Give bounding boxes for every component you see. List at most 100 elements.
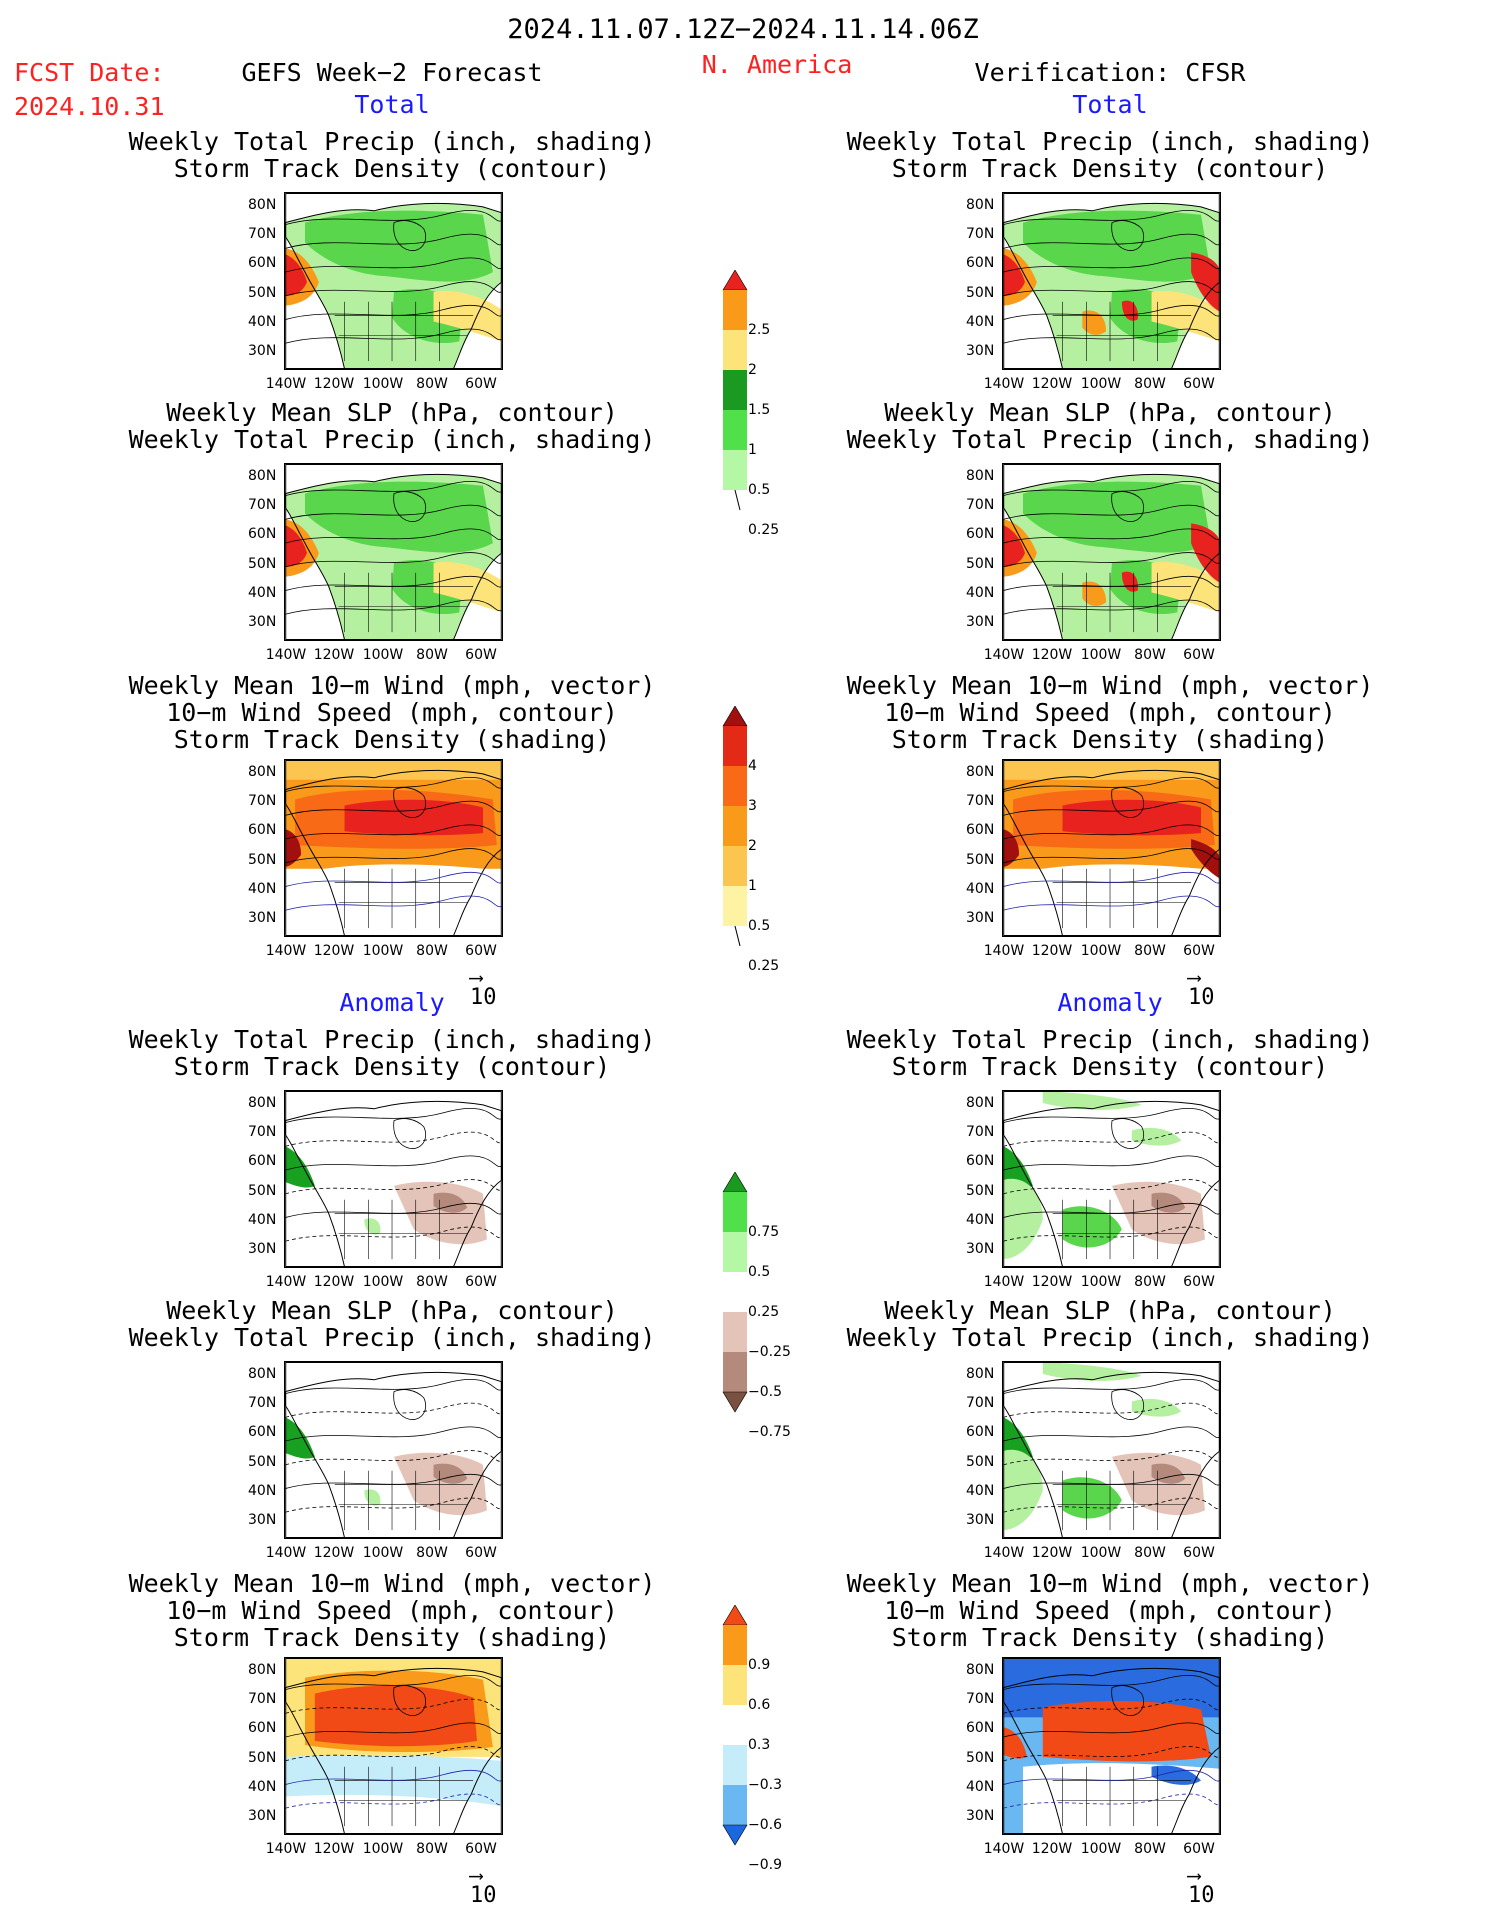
lon-tick-label: 140W [265,647,307,663]
map-plot [284,759,503,937]
panel-title-line: 10−m Wind Speed (mph, contour) [166,698,618,727]
panel-title-line: Weekly Mean SLP (hPa, contour) [884,398,1336,427]
lon-tick-label: 80W [416,1274,448,1290]
lat-tick-label: 30N [966,1241,995,1257]
map-panel [1002,759,1221,937]
lat-tick-label: 60N [248,822,277,838]
lat-tick-label: 40N [248,1779,277,1795]
panel-title-line: Storm Track Density (shading) [173,725,611,754]
map-panel [284,192,503,370]
map-plot [284,1361,503,1539]
lat-tick-label: 40N [966,881,995,897]
lat-tick-label: 80N [248,764,277,780]
lon-tick-label: 140W [983,647,1025,663]
verification-title: Verification: CFSR [974,58,1246,87]
lon-tick-label: 120W [313,376,355,392]
panel-title: Weekly Mean SLP (hPa, contour) Weekly Tot… [129,399,656,453]
lat-tick-label: 40N [248,881,277,897]
colorbar [722,1604,748,1846]
panel-title-line: Weekly Total Precip (inch, shading) [846,1323,1374,1352]
lat-tick-label: 30N [248,1512,277,1528]
lon-tick-label: 100W [362,1274,404,1290]
panel-title-line: Weekly Mean 10−m Wind (mph, vector) [846,671,1374,700]
lon-tick-label: 140W [265,1545,307,1561]
vector-scale-value: 10 [1188,1883,1215,1908]
colorbar-label: 0.5 [748,482,771,498]
lat-tick-label: 30N [966,1512,995,1528]
map-plot [284,463,503,641]
lon-tick-label: 120W [1031,1545,1073,1561]
panel-title-line: Storm Track Density (contour) [891,1052,1329,1081]
lat-tick-label: 50N [966,1183,995,1199]
lat-tick-label: 70N [966,1124,995,1140]
lon-tick-label: 100W [1080,1274,1122,1290]
colorbar-container [722,1604,748,1929]
lon-tick-label: 60W [1183,1841,1215,1857]
colorbar-container [722,705,748,990]
lon-tick-label: 120W [1031,376,1073,392]
colorbar-label: 3 [748,798,757,814]
vector-scale-arrow: ⟶ [470,1863,483,1887]
lat-tick-label: 80N [248,1095,277,1111]
lon-tick-label: 140W [265,943,307,959]
lat-tick-label: 60N [248,255,277,271]
panel-title: Weekly Total Precip (inch, shading) Storm… [847,1026,1374,1080]
lat-tick-label: 70N [248,1395,277,1411]
forecast-title: GEFS Week−2 Forecast [241,58,543,87]
map-plot [1002,1657,1221,1835]
panel-title-line: Weekly Total Precip (inch, shading) [128,127,656,156]
lon-tick-label: 120W [313,647,355,663]
lat-tick-label: 80N [966,1095,995,1111]
lat-tick-label: 80N [248,1662,277,1678]
map-plot [1002,1090,1221,1268]
lon-tick-label: 60W [1183,376,1215,392]
lat-tick-label: 40N [966,314,995,330]
lat-tick-label: 70N [966,226,995,242]
panel-title-line: Weekly Total Precip (inch, shading) [846,1025,1374,1054]
map-panel [1002,192,1221,370]
lon-tick-label: 80W [1134,943,1166,959]
lat-tick-label: 60N [248,526,277,542]
colorbar-label: 1 [748,442,757,458]
lat-tick-label: 60N [966,822,995,838]
lat-tick-label: 60N [966,526,995,542]
lon-tick-label: 140W [983,1545,1025,1561]
colorbar-label: 0.9 [748,1657,771,1673]
vector-scale-arrow: ⟶ [1188,965,1201,989]
lon-tick-label: 60W [1183,943,1215,959]
lat-tick-label: 60N [966,1720,995,1736]
lat-tick-label: 70N [966,793,995,809]
lat-tick-label: 30N [248,1808,277,1824]
vector-scale-arrow: ⟶ [470,965,483,989]
lon-tick-label: 80W [416,647,448,663]
lat-tick-label: 80N [966,197,995,213]
map-plot [1002,463,1221,641]
panel-title-line: 10−m Wind Speed (mph, contour) [884,698,1336,727]
lon-tick-label: 100W [362,647,404,663]
lon-tick-label: 60W [465,647,497,663]
lat-tick-label: 30N [966,343,995,359]
panel-title: Weekly Mean 10−m Wind (mph, vector) 10−m … [129,672,656,753]
map-panel [284,1090,503,1268]
colorbar-label: 1.5 [748,402,771,418]
lat-tick-label: 40N [966,1483,995,1499]
panel-title: Weekly Mean SLP (hPa, contour) Weekly Tot… [847,399,1374,453]
colorbar-container [722,1171,748,1496]
lon-tick-label: 140W [265,376,307,392]
panel-title-line: Weekly Total Precip (inch, shading) [128,1323,656,1352]
lat-tick-label: 50N [966,285,995,301]
lat-tick-label: 30N [966,614,995,630]
lon-tick-label: 140W [983,1841,1025,1857]
panel-title-line: 10−m Wind Speed (mph, contour) [166,1596,618,1625]
lon-tick-label: 60W [465,1274,497,1290]
lon-tick-label: 120W [313,1274,355,1290]
lat-tick-label: 80N [248,1366,277,1382]
lat-tick-label: 70N [966,1691,995,1707]
lat-tick-label: 70N [966,497,995,513]
lat-tick-label: 70N [248,793,277,809]
lon-tick-label: 60W [1183,647,1215,663]
colorbar-label: −0.9 [748,1857,782,1873]
panel-title-line: Storm Track Density (shading) [891,725,1329,754]
lon-tick-label: 120W [313,943,355,959]
panel-title: Weekly Mean 10−m Wind (mph, vector) 10−m … [847,672,1374,753]
